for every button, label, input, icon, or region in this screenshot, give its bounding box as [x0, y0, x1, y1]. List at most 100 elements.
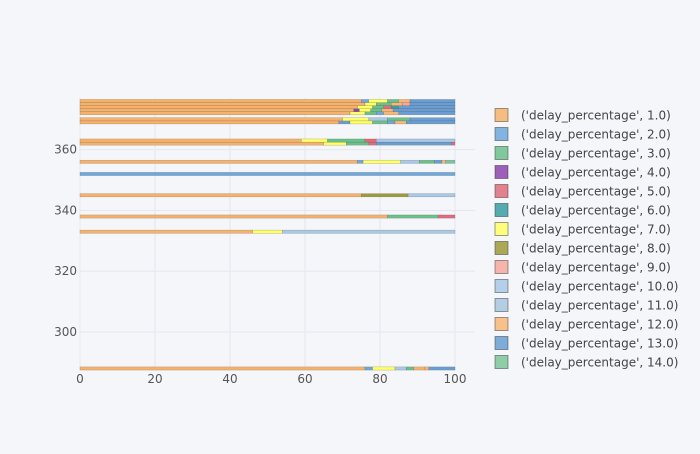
bar-segment[interactable]: [376, 111, 384, 116]
bar-segment[interactable]: [407, 193, 456, 198]
legend-item[interactable]: ('delay_percentage', 4.0): [494, 165, 671, 180]
bar-segment[interactable]: [387, 117, 411, 122]
bar-segment[interactable]: [383, 111, 399, 116]
bar-segment[interactable]: [451, 141, 456, 146]
legend[interactable]: ('delay_percentage', 1.0) ('delay_percent…: [494, 108, 678, 370]
legend-swatch: [494, 203, 509, 217]
bar-segment[interactable]: [364, 366, 373, 371]
bar-segment[interactable]: [79, 141, 324, 146]
bar-segment[interactable]: [368, 99, 388, 103]
legend-item[interactable]: ('delay_percentage', 8.0): [494, 241, 671, 256]
bar-segment[interactable]: [424, 366, 429, 371]
bar-segment[interactable]: [387, 214, 439, 219]
bar-segment[interactable]: [428, 366, 456, 371]
bar-segment[interactable]: [394, 366, 407, 371]
legend-label: ('delay_percentage', 9.0): [521, 261, 671, 275]
bar-segment[interactable]: [434, 159, 443, 164]
bar-segment[interactable]: [383, 105, 392, 109]
bar-segment[interactable]: [392, 108, 456, 113]
bar-segment[interactable]: [387, 120, 396, 125]
bar-segment[interactable]: [441, 159, 446, 164]
bar-segment[interactable]: [346, 141, 369, 146]
bar-segment[interactable]: [391, 102, 403, 106]
bar-segment[interactable]: [362, 159, 401, 164]
bar-segment[interactable]: [361, 99, 369, 103]
bar-segment[interactable]: [409, 117, 456, 122]
legend-item[interactable]: ('delay_percentage', 1.0): [494, 108, 671, 123]
bar-segment[interactable]: [79, 172, 456, 176]
bar-segment[interactable]: [301, 138, 328, 143]
bar-segment[interactable]: [381, 108, 394, 113]
bar-segment[interactable]: [349, 111, 366, 116]
bar-segment[interactable]: [338, 120, 351, 125]
legend-item[interactable]: ('delay_percentage', 2.0): [494, 127, 671, 142]
bar-segment[interactable]: [394, 120, 407, 125]
bar-segment[interactable]: [79, 214, 388, 219]
bar-segment[interactable]: [409, 102, 456, 106]
bar-segment[interactable]: [376, 102, 392, 106]
bar-segment[interactable]: [406, 120, 456, 125]
legend-item[interactable]: ('delay_percentage', 13.0): [494, 336, 678, 351]
bar-segment[interactable]: [79, 229, 253, 234]
bar-segment[interactable]: [372, 105, 384, 109]
bar-segment[interactable]: [252, 229, 283, 234]
legend-item[interactable]: ('delay_percentage', 14.0): [494, 355, 678, 370]
bar-row: [79, 159, 456, 164]
bar-segment[interactable]: [391, 105, 399, 109]
bar-segment[interactable]: [357, 105, 373, 109]
bar-segment[interactable]: [327, 138, 366, 143]
bar-segment[interactable]: [79, 120, 339, 125]
bar-segment[interactable]: [349, 120, 373, 125]
bar-segment[interactable]: [398, 99, 411, 103]
bar-segment[interactable]: [368, 141, 377, 146]
bar-segment[interactable]: [402, 102, 411, 106]
legend-swatch: [494, 146, 509, 160]
bar-segment[interactable]: [368, 117, 388, 122]
bar-segment[interactable]: [323, 141, 347, 146]
bar-segment[interactable]: [79, 105, 358, 109]
bar-segment[interactable]: [376, 141, 452, 146]
bar-segment[interactable]: [413, 366, 426, 371]
bar-segment[interactable]: [372, 366, 396, 371]
bar-segment[interactable]: [445, 159, 456, 164]
bar-segment[interactable]: [353, 108, 360, 113]
bar-segment[interactable]: [364, 138, 377, 143]
bar-segment[interactable]: [437, 214, 456, 219]
axes: 0 20 40 60 80 100 300 320 340 360: [54, 143, 466, 386]
bar-segment[interactable]: [387, 99, 399, 103]
bar-segment[interactable]: [376, 138, 456, 143]
legend-item[interactable]: ('delay_percentage', 10.0): [494, 279, 678, 294]
legend-item[interactable]: ('delay_percentage', 7.0): [494, 222, 671, 237]
legend-item[interactable]: ('delay_percentage', 12.0): [494, 317, 678, 332]
bar-segment[interactable]: [282, 229, 456, 234]
bar-segment[interactable]: [409, 99, 456, 103]
bar-segment[interactable]: [400, 159, 420, 164]
legend-item[interactable]: ('delay_percentage', 11.0): [494, 298, 678, 313]
legend-swatch: [494, 222, 509, 236]
bar-segment[interactable]: [372, 120, 388, 125]
bar-segment[interactable]: [364, 111, 377, 116]
bar-segment[interactable]: [361, 193, 409, 198]
legend-item[interactable]: ('delay_percentage', 5.0): [494, 184, 671, 199]
bar-segment[interactable]: [364, 102, 377, 106]
legend-item[interactable]: ('delay_percentage', 9.0): [494, 260, 671, 275]
bar-segment[interactable]: [79, 102, 366, 106]
bar-segment[interactable]: [79, 193, 362, 198]
bar-segment[interactable]: [357, 159, 364, 164]
bar-segment[interactable]: [79, 117, 343, 122]
bar-segment[interactable]: [79, 99, 362, 103]
bar-segment[interactable]: [79, 111, 351, 116]
bar-segment[interactable]: [419, 159, 435, 164]
bar-segment[interactable]: [79, 138, 302, 143]
bar-segment[interactable]: [398, 105, 456, 109]
bar-segment[interactable]: [79, 366, 366, 371]
bar-segment[interactable]: [406, 366, 414, 371]
bar-segment[interactable]: [79, 159, 358, 164]
bar-segment[interactable]: [398, 111, 456, 116]
bar-segment[interactable]: [342, 117, 369, 122]
legend-item[interactable]: ('delay_percentage', 3.0): [494, 146, 671, 161]
legend-item[interactable]: ('delay_percentage', 6.0): [494, 203, 671, 218]
bar-segment[interactable]: [359, 108, 371, 113]
bar-segment[interactable]: [370, 108, 383, 113]
bar-segment[interactable]: [79, 108, 354, 113]
